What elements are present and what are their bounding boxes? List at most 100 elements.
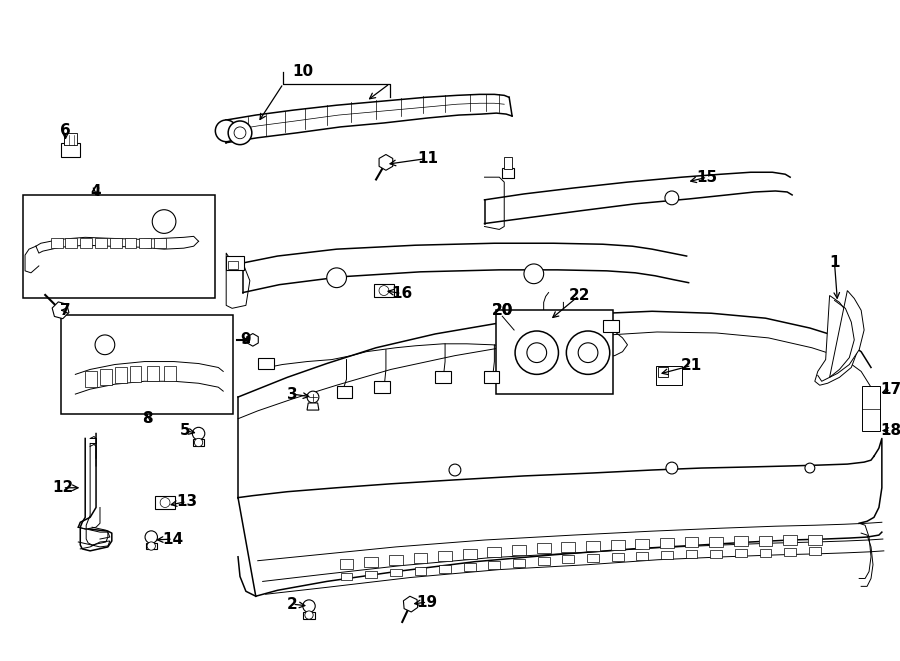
Bar — [438, 551, 452, 561]
Text: 5: 5 — [179, 423, 190, 438]
Circle shape — [305, 611, 313, 619]
Circle shape — [302, 600, 315, 612]
Bar — [140, 239, 151, 248]
Text: 21: 21 — [681, 358, 702, 373]
Bar — [86, 371, 97, 387]
Polygon shape — [307, 403, 319, 410]
Circle shape — [147, 542, 156, 550]
Circle shape — [152, 210, 176, 233]
Bar — [339, 559, 354, 568]
Bar — [496, 310, 613, 394]
Bar — [685, 537, 698, 547]
Bar — [100, 369, 112, 385]
Bar — [489, 561, 500, 568]
Circle shape — [449, 464, 461, 476]
Bar — [226, 256, 244, 270]
Bar — [862, 386, 880, 430]
Bar — [463, 549, 477, 559]
Bar — [709, 537, 723, 547]
Text: 18: 18 — [880, 423, 900, 438]
Text: 2: 2 — [287, 597, 298, 611]
Circle shape — [307, 391, 319, 403]
Bar — [488, 547, 501, 557]
Bar — [436, 371, 451, 383]
Circle shape — [665, 191, 679, 205]
Text: 17: 17 — [880, 381, 900, 397]
Text: 14: 14 — [162, 531, 184, 547]
Bar — [586, 541, 600, 551]
Bar — [759, 536, 772, 546]
Bar — [636, 552, 648, 560]
Bar — [660, 538, 674, 548]
Polygon shape — [379, 155, 392, 171]
Bar — [587, 554, 599, 562]
Bar — [115, 368, 127, 383]
Text: 9: 9 — [240, 332, 251, 348]
Bar — [95, 239, 107, 248]
Text: 15: 15 — [697, 170, 718, 184]
Bar — [364, 557, 378, 566]
Bar — [60, 315, 233, 414]
Bar — [389, 555, 402, 564]
Bar — [340, 572, 353, 580]
Bar — [155, 496, 175, 510]
Bar — [80, 239, 92, 248]
Bar — [784, 548, 796, 556]
Bar — [734, 536, 748, 546]
Polygon shape — [248, 334, 258, 346]
Bar — [612, 553, 624, 561]
Text: 20: 20 — [491, 303, 513, 318]
Bar — [661, 551, 673, 559]
Bar — [808, 535, 822, 545]
Circle shape — [215, 120, 237, 141]
Bar — [483, 371, 500, 383]
Circle shape — [805, 463, 814, 473]
Bar — [66, 239, 77, 248]
Bar — [374, 284, 394, 297]
Bar — [735, 549, 747, 557]
Polygon shape — [52, 302, 69, 319]
Bar — [809, 547, 821, 555]
Circle shape — [379, 286, 389, 295]
Bar — [536, 543, 551, 553]
Bar — [50, 239, 62, 248]
Text: 1: 1 — [829, 255, 840, 270]
Circle shape — [524, 264, 544, 284]
Circle shape — [193, 427, 205, 440]
Text: 8: 8 — [142, 411, 153, 426]
Circle shape — [160, 498, 170, 508]
Circle shape — [566, 331, 609, 374]
Bar — [23, 195, 215, 299]
Bar — [710, 550, 722, 558]
Bar — [658, 368, 668, 377]
Text: 20: 20 — [491, 303, 513, 318]
Text: 12: 12 — [52, 481, 73, 495]
Bar — [390, 568, 401, 576]
Circle shape — [578, 343, 598, 362]
Bar — [413, 553, 428, 563]
Bar — [656, 366, 681, 385]
Polygon shape — [814, 295, 857, 385]
Bar — [60, 143, 80, 157]
Bar — [562, 542, 575, 552]
Circle shape — [229, 121, 252, 145]
Text: 6: 6 — [60, 124, 71, 138]
Circle shape — [327, 268, 346, 288]
Bar — [603, 320, 618, 332]
Bar — [146, 543, 157, 549]
Text: 11: 11 — [417, 151, 437, 166]
Bar — [303, 611, 314, 619]
Circle shape — [95, 335, 115, 355]
Bar — [154, 239, 166, 248]
Circle shape — [145, 531, 158, 543]
Circle shape — [666, 462, 678, 474]
Text: 7: 7 — [60, 303, 71, 318]
Text: 16: 16 — [392, 286, 412, 301]
Bar — [562, 555, 574, 563]
Bar — [415, 566, 427, 574]
Bar — [194, 439, 204, 446]
Text: 4: 4 — [91, 184, 102, 200]
Bar — [783, 535, 797, 545]
Bar — [365, 570, 377, 578]
Circle shape — [234, 127, 246, 139]
